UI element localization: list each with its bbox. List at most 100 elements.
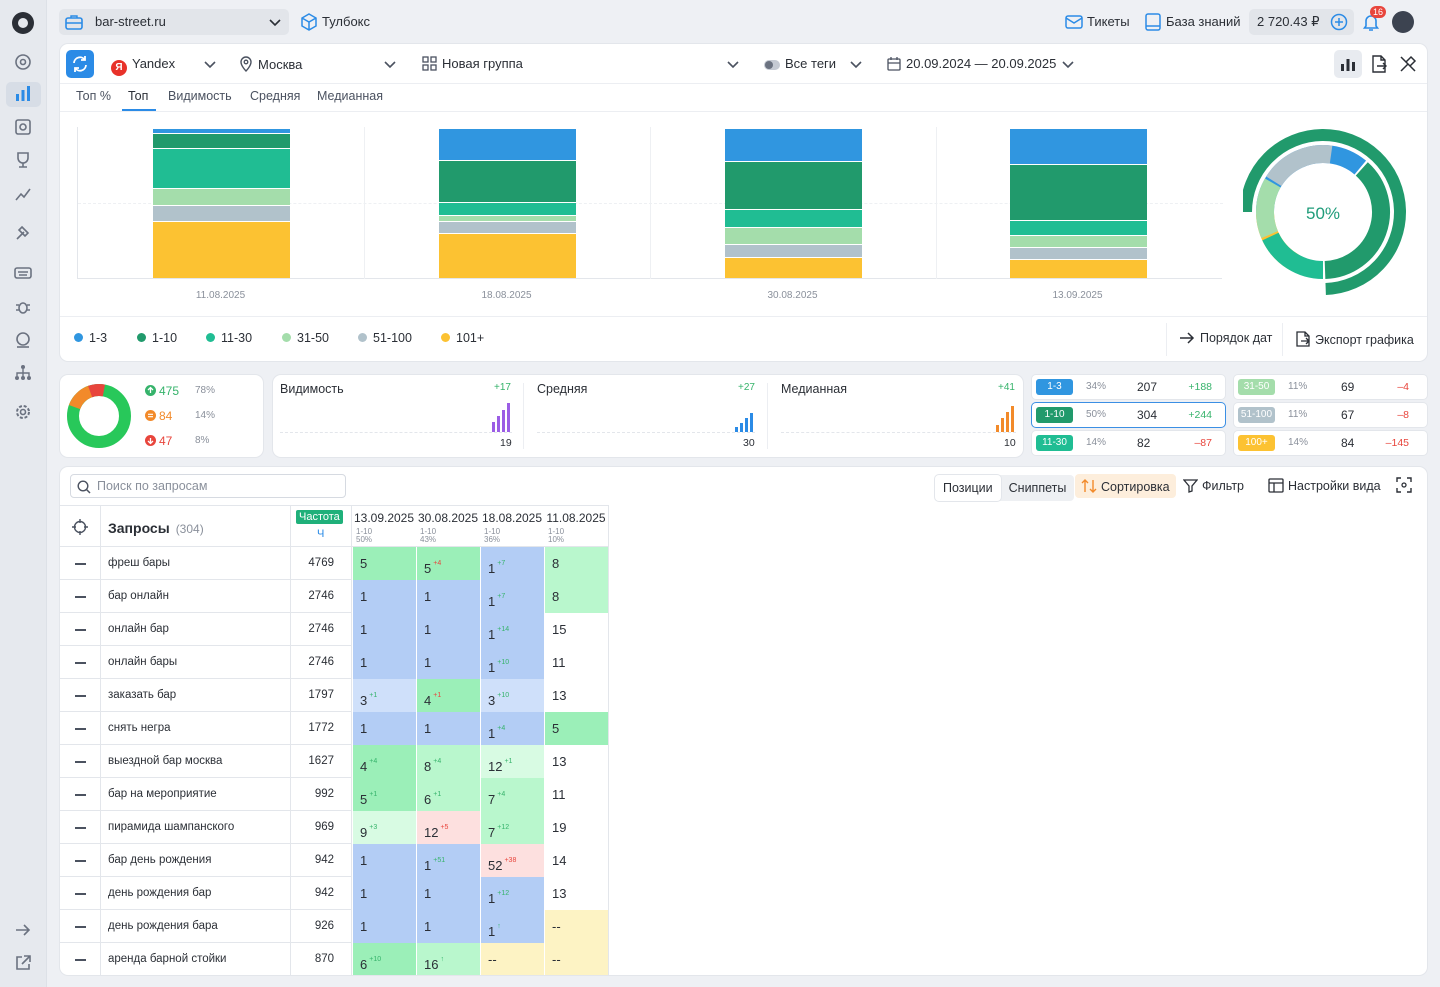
bar-segment[interactable]	[153, 188, 290, 205]
position-cell[interactable]: 1	[352, 844, 416, 877]
table-row[interactable]: онлайн бар 2746 1 1 1 +14 15	[60, 613, 609, 646]
tab-top[interactable]: Топ	[128, 89, 149, 103]
chart-view-button[interactable]	[1334, 50, 1362, 78]
search-input[interactable]: Поиск по запросам	[70, 474, 346, 498]
position-cell[interactable]: 1	[352, 613, 416, 646]
frequency-sub-header[interactable]: Ч	[317, 528, 325, 540]
position-cell[interactable]: 1 +7	[480, 580, 544, 613]
toolbox-button[interactable]: Тулбокс	[300, 9, 370, 35]
donut-slice[interactable]	[1262, 232, 1324, 279]
chevron-down-icon[interactable]	[382, 56, 398, 72]
bar-segment[interactable]	[1010, 164, 1147, 220]
position-cell[interactable]: 4 +4	[352, 745, 416, 778]
bar-segment[interactable]	[439, 215, 576, 221]
legend-item[interactable]: 1-10	[137, 331, 177, 345]
donut-slice[interactable]	[1256, 178, 1281, 239]
tags-select[interactable]: Все теги	[764, 56, 836, 72]
avatar[interactable]	[1392, 11, 1414, 33]
position-cell[interactable]: 12 +5	[416, 811, 480, 844]
tab-average[interactable]: Средняя	[250, 89, 301, 103]
position-cell[interactable]: 1	[416, 877, 480, 910]
legend-item[interactable]: 31-50	[282, 331, 329, 345]
bug-icon[interactable]	[13, 297, 33, 317]
row-minus-icon[interactable]	[75, 794, 86, 796]
bar-segment[interactable]	[153, 221, 290, 278]
donut-slice[interactable]	[1266, 145, 1333, 187]
bar-segment[interactable]	[725, 209, 862, 227]
row-minus-icon[interactable]	[75, 596, 86, 598]
keyboard-icon[interactable]	[13, 263, 33, 283]
toggle-positions[interactable]: Позиции	[935, 475, 1001, 501]
position-cell[interactable]: 1	[416, 910, 480, 943]
donut-slice[interactable]	[1243, 129, 1406, 295]
row-minus-icon[interactable]	[75, 926, 86, 928]
position-cell[interactable]: 12 +1	[480, 745, 544, 778]
position-cell[interactable]: 5 +4	[416, 547, 480, 580]
bar-segment[interactable]	[439, 221, 576, 233]
chevron-down-icon[interactable]	[1060, 56, 1076, 72]
bar-segment[interactable]	[439, 159, 576, 202]
row-minus-icon[interactable]	[75, 695, 86, 697]
chevron-down-icon[interactable]	[848, 56, 864, 72]
table-row[interactable]: день рождения бар 942 1 1 1 +12 13	[60, 877, 609, 910]
range-row[interactable]: 1-3 34% 207 +188	[1032, 375, 1225, 399]
position-cell[interactable]: 13	[544, 745, 608, 778]
range-row[interactable]: 100+ 14% 84 –145	[1234, 431, 1427, 455]
table-row[interactable]: бар на мероприятие 992 5 +1 6 +1 7 +4 11	[60, 778, 609, 811]
position-cell[interactable]: 1 +51	[416, 844, 480, 877]
table-row[interactable]: бар день рождения 942 1 1 +51 52 +38 14	[60, 844, 609, 877]
chevron-down-icon[interactable]	[202, 56, 218, 72]
group-select[interactable]: Новая группа	[422, 56, 523, 72]
bar-stack[interactable]	[439, 128, 576, 278]
table-row[interactable]: день рождения бара 926 1 1 1 ↑ --	[60, 910, 609, 943]
bar-segment[interactable]	[153, 147, 290, 188]
bar-stack[interactable]	[725, 128, 862, 278]
engine-select[interactable]: Я Yandex	[111, 56, 175, 76]
settings-gear-icon[interactable]	[13, 402, 33, 422]
date-column-header[interactable]: 13.09.2025	[353, 511, 415, 525]
position-cell[interactable]: 1	[352, 646, 416, 679]
sort-button[interactable]: Сортировка	[1075, 474, 1176, 498]
bar-segment[interactable]	[1010, 258, 1147, 278]
tab-top-percent[interactable]: Топ %	[76, 89, 111, 103]
fullscreen-icon[interactable]	[1396, 477, 1412, 493]
position-cell[interactable]: 13	[544, 679, 608, 712]
row-minus-icon[interactable]	[75, 662, 86, 664]
query-column-header[interactable]: Запросы (304)	[108, 520, 204, 536]
legend-item[interactable]: 51-100	[358, 331, 412, 345]
position-cell[interactable]: 9 +3	[352, 811, 416, 844]
bar-segment[interactable]	[439, 128, 576, 160]
table-row[interactable]: снять негра 1772 1 1 1 +4 5	[60, 712, 609, 745]
tab-visibility[interactable]: Видимость	[168, 89, 232, 103]
dashboard-icon[interactable]	[13, 52, 33, 72]
table-row[interactable]: пирамида шампанского 969 9 +3 12 +5 7 +12 19	[60, 811, 609, 844]
toggle-snippets[interactable]: Сниппеты	[1008, 481, 1067, 495]
position-cell[interactable]: 13	[544, 877, 608, 910]
position-cell[interactable]: 1 +14	[480, 613, 544, 646]
position-cell[interactable]: 7 +12	[480, 811, 544, 844]
table-row[interactable]: выездной бар москва 1627 4 +4 8 +4 12 +1 13	[60, 745, 609, 778]
position-cell[interactable]: 1 +12	[480, 877, 544, 910]
position-cell[interactable]: 11	[544, 646, 608, 679]
position-cell[interactable]: --	[480, 943, 544, 975]
position-cell[interactable]: 1 +10	[480, 646, 544, 679]
bar-segment[interactable]	[725, 161, 862, 209]
position-cell[interactable]: 8 +4	[416, 745, 480, 778]
position-cell[interactable]: 6 +10	[352, 943, 416, 975]
range-row[interactable]: 51-100 11% 67 –8	[1234, 403, 1427, 427]
refresh-button[interactable]	[66, 50, 94, 78]
scan-icon[interactable]	[13, 117, 33, 137]
bar-segment[interactable]	[1010, 234, 1147, 247]
position-cell[interactable]: 52 +38	[480, 844, 544, 877]
position-cell[interactable]: 3 +1	[352, 679, 416, 712]
hammer-icon[interactable]	[13, 223, 33, 243]
date-column-header[interactable]: 30.08.2025	[417, 511, 479, 525]
export-chart-button[interactable]: Экспорт графика	[1296, 331, 1414, 347]
row-minus-icon[interactable]	[75, 629, 86, 631]
position-cell[interactable]: 7 +4	[480, 778, 544, 811]
table-row[interactable]: фреш бары 4769 5 5 +4 1 +7 8	[60, 547, 609, 580]
table-row[interactable]: аренда барной стойки 870 6 +10 16 ↑ -- --	[60, 943, 609, 975]
bar-segment[interactable]	[1010, 128, 1147, 164]
position-cell[interactable]: 6 +1	[416, 778, 480, 811]
table-row[interactable]: заказать бар 1797 3 +1 4 +1 3 +10 13	[60, 679, 609, 712]
